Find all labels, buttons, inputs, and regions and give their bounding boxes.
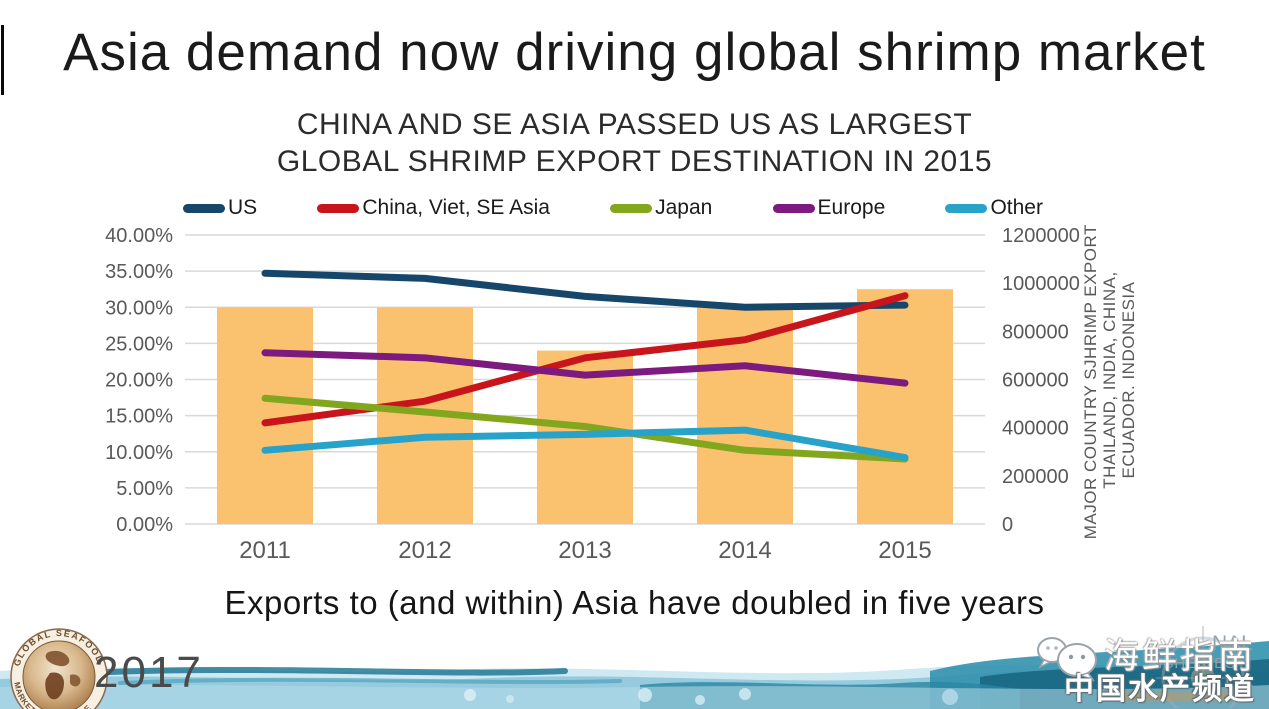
legend-line-marker xyxy=(610,203,653,213)
slide-title: Asia demand now driving global shrimp ma… xyxy=(63,23,1206,82)
combo-chart: 40.00% 35.00% 30.00% 25.00% 20.00% 15.00% 10.0… xyxy=(105,221,1138,564)
url-smudge xyxy=(1122,692,1234,701)
x-axis-year-label: 2013 xyxy=(558,537,611,564)
series-line-europe xyxy=(261,349,909,387)
left-axis-tick: 5.00% xyxy=(116,478,173,500)
left-axis-tick: 15.00% xyxy=(105,406,173,428)
nfi-text-fragment: NAL xyxy=(1212,632,1253,655)
chart-legend: US China, Viet, SE Asia Japan Europe Other xyxy=(183,195,1043,221)
chart-area: 40.00% 35.00% 30.00% 25.00% 20.00% 15.00% 10.0… xyxy=(70,221,1200,575)
series-line-other xyxy=(261,426,909,462)
wechat-icon xyxy=(1037,637,1097,682)
legend-item-us: US xyxy=(183,196,257,220)
x-axis-year-label: 2012 xyxy=(398,537,451,564)
conference-year: 2017 xyxy=(94,648,204,697)
right-axis-tick: 600000 xyxy=(1002,370,1069,392)
left-axis-tick: 10.00% xyxy=(105,442,173,464)
right-axis-tick: 200000 xyxy=(1002,466,1069,488)
export-volume-bar xyxy=(857,289,953,524)
x-axis-year-label: 2014 xyxy=(718,537,771,564)
legend-item-china-viet-se-asia: China, Viet, SE Asia xyxy=(317,196,550,220)
legend-label: Japan xyxy=(655,196,713,219)
chart-heading: CHINA AND SE ASIA PASSED US AS LARGEST G… xyxy=(0,106,1269,180)
legend-line-marker xyxy=(183,203,225,213)
legend-line-marker xyxy=(317,203,360,213)
nfi-text-fragment: FISHERIES xyxy=(1148,655,1237,672)
left-axis-tick: 35.00% xyxy=(105,261,173,283)
left-axis-tick: 40.00% xyxy=(105,225,173,247)
right-axis-tick: 0 xyxy=(1002,514,1013,536)
legend-line-marker xyxy=(772,203,815,213)
left-axis-tick: 25.00% xyxy=(105,333,173,355)
footnote: Exports to (and within) Asia have double… xyxy=(224,584,1045,621)
watermark-text-cn-1: 海鲜指南 xyxy=(1104,637,1257,676)
left-axis-tick: 30.00% xyxy=(105,297,173,319)
watermark: NAL FISHERIES UTE 海鲜指南 中国水产频道 xyxy=(1000,626,1266,708)
watermark-text-cn-2: 中国水产频道 xyxy=(1064,673,1256,706)
legend-item-europe: Europe xyxy=(772,196,886,220)
left-axis-tick: 0.00% xyxy=(116,514,173,536)
right-axis-tick: 1000000 xyxy=(1002,273,1080,295)
legend-line-marker xyxy=(945,203,988,213)
right-axis-title: MAJOR COUNTRY SJHRIMP EXPORT:THAILAND, I… xyxy=(1081,225,1138,539)
water-splash-photo xyxy=(0,625,1269,709)
nfi-text-fragment: UTE xyxy=(1216,676,1254,697)
right-axis-tick: 1200000 xyxy=(1002,225,1080,247)
gsmc-globe-logo: GLOBAL SEAFOOD MARKET CONFERENCE xyxy=(2,625,122,709)
legend-item-japan: Japan xyxy=(610,196,712,220)
right-axis-tick: 800000 xyxy=(1002,321,1069,343)
legend-label: Other xyxy=(990,196,1043,219)
right-axis-tick: 400000 xyxy=(1002,418,1069,440)
chart-heading-line2: GLOBAL SHRIMP EXPORT DESTINATION IN 2015 xyxy=(276,145,993,178)
x-axis-year-label: 2011 xyxy=(239,537,291,564)
legend-item-other: Other xyxy=(945,196,1043,220)
x-axis-year-label: 2015 xyxy=(878,537,931,564)
series-line-japan xyxy=(261,394,909,463)
legend-label: Europe xyxy=(817,196,886,219)
series-line-us xyxy=(261,269,909,311)
legend-label: China, Viet, SE Asia xyxy=(362,196,550,219)
left-axis-tick: 20.00% xyxy=(105,370,173,392)
legend-label: US xyxy=(228,196,258,219)
slide-edge-artifact xyxy=(1,25,4,95)
chart-heading-line1: CHINA AND SE ASIA PASSED US AS LARGEST xyxy=(296,108,973,141)
